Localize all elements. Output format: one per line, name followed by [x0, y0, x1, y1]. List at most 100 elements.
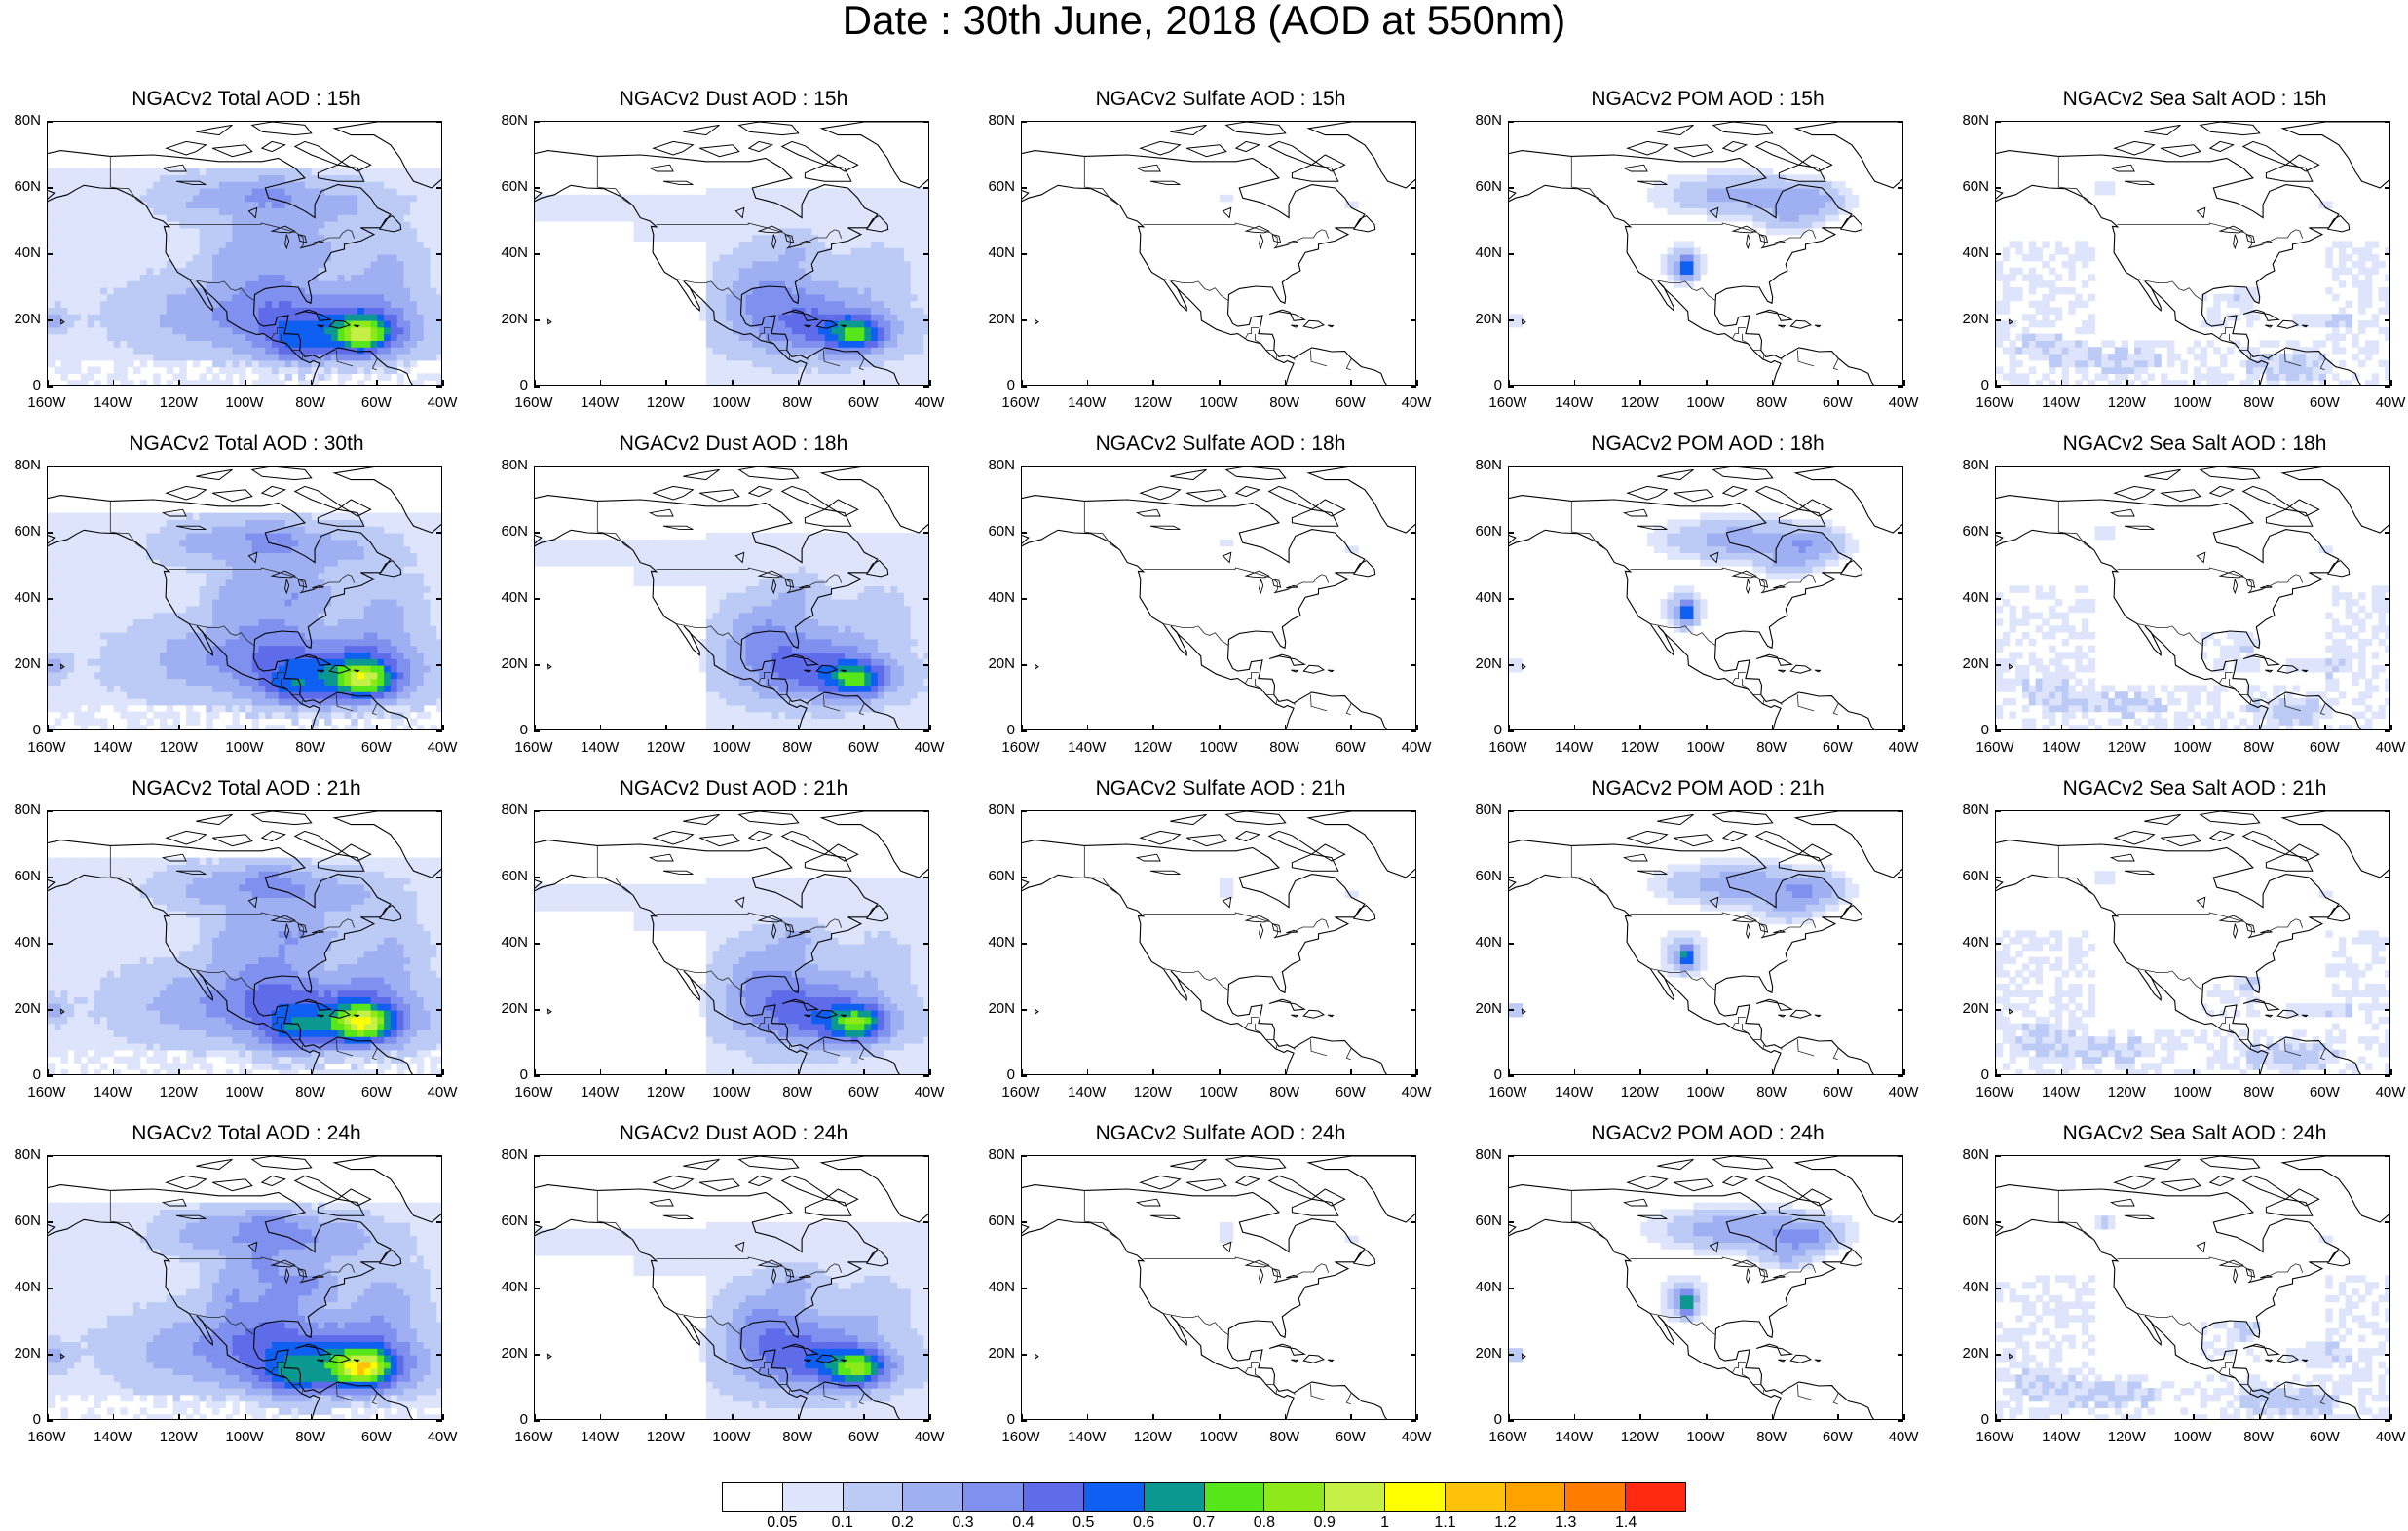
coastlines: [1022, 1156, 1415, 1419]
y-tick: [2385, 1155, 2390, 1157]
x-tick-label: 140W: [1555, 1084, 1594, 1101]
x-tick: [732, 1414, 734, 1420]
x-tick: [599, 725, 602, 730]
y-tick-label: 20N: [988, 655, 1015, 672]
y-tick: [2385, 1221, 2390, 1223]
x-tick: [1771, 1414, 1774, 1420]
y-tick: [534, 319, 540, 321]
y-tick: [1508, 187, 1514, 189]
x-tick: [310, 1414, 313, 1420]
x-tick-label: 80W: [2243, 1429, 2275, 1445]
x-tick: [2324, 380, 2326, 386]
y-tick-label: 60N: [1475, 178, 1502, 195]
x-tick: [1350, 1069, 1352, 1075]
y-tick: [534, 598, 540, 600]
y-tick-label: 80N: [1962, 457, 1989, 473]
x-tick-label: 100W: [1199, 739, 1238, 756]
country-borders: [1083, 1190, 1352, 1405]
panel-title: NGACv2 Sea Salt AOD : 18h: [2062, 432, 2327, 455]
y-tick: [1508, 466, 1514, 467]
colorbar-swatch: [782, 1483, 844, 1511]
y-tick: [923, 1009, 929, 1011]
y-tick: [1898, 187, 1903, 189]
coastlines: [1022, 122, 1415, 385]
x-tick-label: 80W: [1756, 739, 1787, 756]
y-tick: [1898, 466, 1903, 467]
y-tick: [1995, 466, 2001, 467]
x-tick-label: 40W: [2375, 739, 2406, 756]
y-tick: [1995, 810, 2001, 812]
y-tick-label: 80N: [988, 802, 1015, 818]
aod-map: [1996, 467, 2389, 729]
x-tick: [732, 380, 734, 386]
y-tick-label: 40N: [501, 244, 528, 261]
y-tick: [1898, 1155, 1903, 1157]
x-tick-label: 120W: [1620, 1084, 1659, 1101]
country-borders: [2057, 501, 2326, 716]
x-tick-label: 140W: [581, 739, 620, 756]
x-tick: [442, 1069, 444, 1075]
y-tick-label: 20N: [14, 311, 41, 327]
y-tick: [47, 1221, 53, 1223]
aod-map: [48, 1156, 441, 1419]
y-tick: [534, 1221, 540, 1223]
y-tick: [2385, 532, 2390, 534]
x-tick: [1903, 1414, 1905, 1420]
panel-title: NGACv2 Total AOD : 24h: [132, 1122, 361, 1144]
y-tick-label: 40N: [14, 244, 41, 261]
y-tick-label: 60N: [501, 523, 528, 540]
x-tick-label: 140W: [94, 394, 132, 411]
x-tick: [376, 1414, 378, 1420]
colorbar-swatch: [1626, 1483, 1685, 1511]
x-tick: [178, 725, 180, 730]
colorbar-swatch: [963, 1483, 1025, 1511]
y-tick: [923, 1075, 929, 1077]
x-tick: [929, 380, 931, 386]
x-tick: [2258, 725, 2261, 730]
x-tick-label: 120W: [2107, 394, 2146, 411]
x-tick-label: 140W: [94, 1429, 132, 1445]
x-tick-label: 80W: [295, 739, 326, 756]
y-tick: [1411, 187, 1416, 189]
y-tick: [47, 598, 53, 600]
x-tick-label: 80W: [782, 394, 813, 411]
map-area: [534, 466, 929, 730]
x-tick-label: 100W: [712, 739, 751, 756]
y-tick: [534, 1075, 540, 1077]
x-tick: [929, 725, 931, 730]
map-area: [534, 121, 929, 386]
x-tick: [1219, 1069, 1221, 1075]
country-borders: [109, 845, 378, 1061]
x-tick: [2324, 1414, 2326, 1420]
x-tick: [1706, 1069, 1708, 1075]
x-tick-label: 100W: [1686, 1429, 1725, 1445]
x-tick: [1086, 1414, 1089, 1420]
y-tick: [436, 810, 442, 812]
y-tick-label: 60N: [501, 178, 528, 195]
x-tick-label: 40W: [427, 394, 458, 411]
y-tick: [2385, 466, 2390, 467]
y-tick: [436, 187, 442, 189]
y-tick: [2385, 877, 2390, 878]
y-tick-label: 80N: [501, 457, 528, 473]
colorbar-label: 0.7: [1192, 1514, 1216, 1531]
y-tick: [1508, 1221, 1514, 1223]
y-tick: [436, 253, 442, 255]
y-tick: [1411, 1354, 1416, 1356]
x-tick-label: 160W: [1975, 394, 2014, 411]
aod-field: [1509, 168, 1860, 328]
x-tick: [442, 725, 444, 730]
x-tick: [1837, 1069, 1839, 1075]
y-tick: [1898, 319, 1903, 321]
y-tick: [1021, 532, 1027, 534]
y-tick: [47, 386, 53, 388]
y-tick: [47, 532, 53, 534]
x-tick-label: 100W: [225, 1429, 264, 1445]
y-tick: [1021, 877, 1027, 878]
x-tick-label: 140W: [94, 739, 132, 756]
aod-field: [1220, 878, 1359, 898]
aod-map: [535, 811, 928, 1074]
y-tick-label: 80N: [1962, 112, 1989, 129]
y-tick-label: 80N: [14, 1146, 41, 1163]
y-tick: [436, 1221, 442, 1223]
